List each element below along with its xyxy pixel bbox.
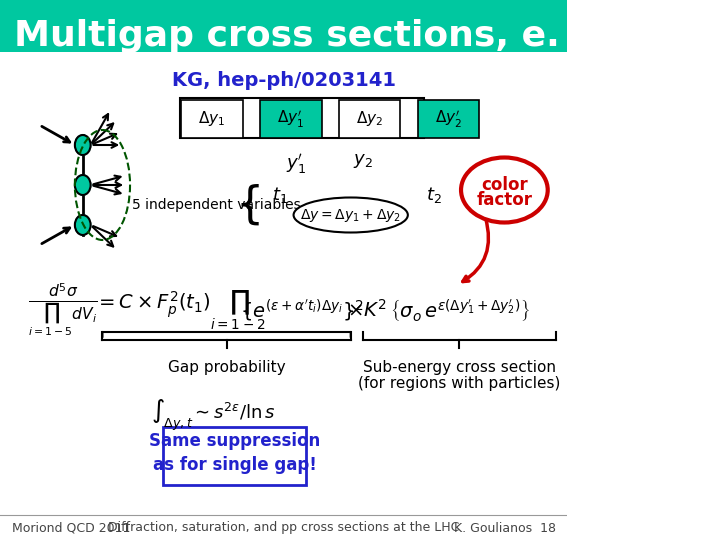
FancyBboxPatch shape bbox=[0, 0, 567, 52]
Text: $\left\{\sigma_o\, e^{\varepsilon(\Delta y_1^\prime+\Delta y_2^\prime)}\right\}$: $\left\{\sigma_o\, e^{\varepsilon(\Delta… bbox=[390, 297, 530, 323]
Text: $y_2$: $y_2$ bbox=[353, 152, 372, 170]
Text: $y_1'$: $y_1'$ bbox=[286, 152, 305, 176]
Circle shape bbox=[75, 215, 91, 235]
Text: $\times K^2$: $\times K^2$ bbox=[347, 299, 387, 321]
Text: Δ$y_1'$: Δ$y_1'$ bbox=[277, 109, 305, 130]
Text: color: color bbox=[481, 176, 528, 194]
Text: Δ$y_1$: Δ$y_1$ bbox=[199, 110, 225, 129]
Text: $= C \times F_p^2(t_1)\prod_{i=1-2}$: $= C \times F_p^2(t_1)\prod_{i=1-2}$ bbox=[94, 288, 265, 332]
Text: Δ$y_2'$: Δ$y_2'$ bbox=[435, 109, 462, 130]
Text: (for regions with particles): (for regions with particles) bbox=[358, 376, 560, 391]
FancyBboxPatch shape bbox=[260, 100, 322, 138]
FancyBboxPatch shape bbox=[180, 98, 424, 138]
Text: $\left\{e^{(\varepsilon+\alpha^\prime t_i)\Delta y_i}\right\}^2$: $\left\{e^{(\varepsilon+\alpha^\prime t_… bbox=[240, 297, 364, 323]
Text: Gap probability: Gap probability bbox=[168, 360, 285, 375]
FancyBboxPatch shape bbox=[418, 100, 479, 138]
Circle shape bbox=[75, 175, 91, 195]
Circle shape bbox=[75, 135, 91, 155]
Text: $t_2$: $t_2$ bbox=[426, 185, 441, 205]
Text: Sub-energy cross section: Sub-energy cross section bbox=[363, 360, 556, 375]
Text: $\int_{\Delta y,t} \sim s^{2\varepsilon}/\ln s$: $\int_{\Delta y,t} \sim s^{2\varepsilon}… bbox=[150, 398, 275, 433]
Text: Moriond QCD 2011: Moriond QCD 2011 bbox=[12, 522, 130, 535]
Text: Diffraction, saturation, and pp cross sections at the LHC: Diffraction, saturation, and pp cross se… bbox=[108, 522, 459, 535]
Text: Same suppression
as for single gap!: Same suppression as for single gap! bbox=[149, 432, 320, 474]
Text: 5 independent variables: 5 independent variables bbox=[132, 198, 301, 212]
Ellipse shape bbox=[461, 158, 548, 222]
Text: Δ$y_2$: Δ$y_2$ bbox=[356, 110, 383, 129]
Text: {: { bbox=[235, 184, 264, 226]
Text: K. Goulianos  18: K. Goulianos 18 bbox=[454, 522, 556, 535]
Text: factor: factor bbox=[477, 191, 532, 209]
FancyBboxPatch shape bbox=[163, 427, 306, 485]
Text: Multigap cross sections, e. g. SDD: Multigap cross sections, e. g. SDD bbox=[14, 19, 711, 53]
FancyBboxPatch shape bbox=[181, 100, 243, 138]
FancyBboxPatch shape bbox=[339, 100, 400, 138]
Text: $t_1$: $t_1$ bbox=[272, 185, 288, 205]
Text: $\Delta y = \Delta y_1 + \Delta y_2$: $\Delta y = \Delta y_1 + \Delta y_2$ bbox=[300, 206, 401, 224]
Text: KG, hep-ph/0203141: KG, hep-ph/0203141 bbox=[171, 71, 396, 90]
Text: $\frac{d^5\sigma}{\prod_{i=1-5} dV_i}$: $\frac{d^5\sigma}{\prod_{i=1-5} dV_i}$ bbox=[27, 282, 97, 339]
Ellipse shape bbox=[294, 198, 408, 233]
